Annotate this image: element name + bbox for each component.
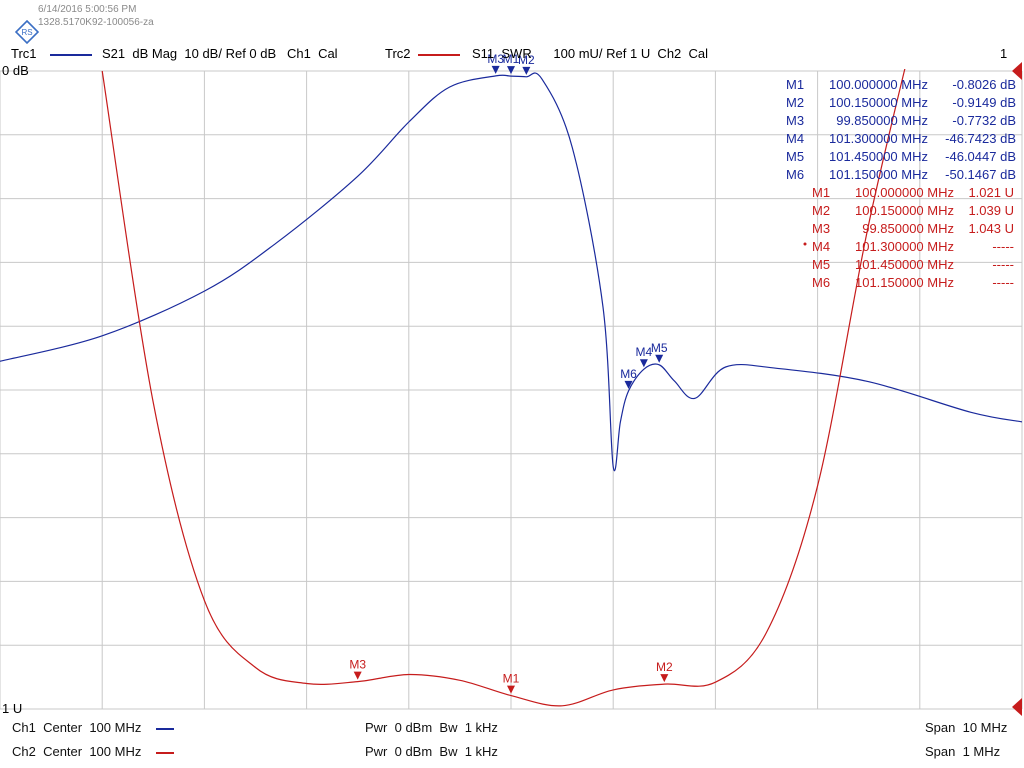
readout-marker-name: M2 [812,203,830,218]
readout-frequency: 100.150000 MHz [829,95,928,110]
readout-frequency: 101.450000 MHz [829,149,928,164]
readout-marker-name: M6 [786,167,804,182]
readout-frequency: 101.150000 MHz [829,167,928,182]
trace2-s11-line [101,69,906,707]
readout-marker-name: M2 [786,95,804,110]
readout-marker-name: M4 [786,131,804,146]
trace1-readout-m1: M1 100.000000 MHz -0.8026 dB [786,77,1016,92]
ch1-span[interactable]: Span 10 MHz [925,720,1008,735]
trace1-readout-m6: M6 101.150000 MHz -50.1467 dB [786,167,1016,182]
readout-value: ----- [992,239,1014,254]
trace1-readout-m5: M5 101.450000 MHz -46.0447 dB [786,149,1016,164]
ref-arrow-trc1 [1012,62,1022,80]
trace2-readout-m6: M6 101.150000 MHz ----- [812,275,1014,290]
active-marker-dot [803,242,807,246]
trace2-marker-m1 [507,685,515,694]
readout-frequency: 100.150000 MHz [855,203,954,218]
readout-marker-name: M1 [786,77,804,92]
trace2-readout-m4: M4 101.300000 MHz ----- [812,239,1014,254]
readout-marker-name: M6 [812,275,830,290]
readout-value: -0.9149 dB [952,95,1016,110]
ch2-power-bandwidth[interactable]: Pwr 0 dBm Bw 1 kHz [365,744,498,759]
ref-arrow-trc2 [1012,698,1022,716]
trace2-marker-m2 [660,674,669,683]
trace1-marker-m6 [624,380,633,389]
svg-text:RS: RS [21,28,32,37]
trace1-marker-label-m6: M6 [620,367,637,381]
readout-frequency: 101.300000 MHz [829,131,928,146]
readout-value: ----- [992,275,1014,290]
readout-frequency: 101.450000 MHz [855,257,954,272]
readout-value: 1.021 U [968,185,1014,200]
ch1-center[interactable]: Ch1 Center 100 MHz [12,720,142,735]
trace1-marker-label-m2: M2 [518,53,535,67]
timestamp: 6/14/2016 5:00:56 PM [38,4,137,15]
readout-value: ----- [992,257,1014,272]
trace1-readout-m2: M2 100.150000 MHz -0.9149 dB [786,95,1016,110]
trace1-marker-m1 [507,66,515,75]
readout-marker-name: M3 [812,221,830,236]
trace1-marker-m3 [491,65,500,74]
readout-value: 1.039 U [968,203,1014,218]
trace2-marker-m3 [353,671,362,680]
trace2-readout-m5: M5 101.450000 MHz ----- [812,257,1014,272]
readout-marker-name: M4 [812,239,830,254]
trace2-label[interactable]: Trc2 [385,46,411,61]
trace1-marker-m2 [522,66,531,75]
readout-frequency: 100.000000 MHz [855,185,954,200]
trace2-readout-m2: M2 100.150000 MHz 1.039 U [812,203,1014,218]
ch1-power-bandwidth[interactable]: Pwr 0 dBm Bw 1 kHz [365,720,498,735]
trace1-label[interactable]: Trc1 [11,46,37,61]
ref-level-trc2: 1 U [2,701,23,716]
readout-marker-name: M3 [786,113,804,128]
readout-value: -0.8026 dB [952,77,1016,92]
readout-frequency: 100.000000 MHz [829,77,928,92]
trace1-settings[interactable]: S21 dB Mag 10 dB/ Ref 0 dB Ch1 Cal [102,46,338,61]
trace1-marker-label-m3: M3 [487,52,504,66]
trace2-marker-label-m3: M3 [349,658,366,672]
trace1-readout-m3: M3 99.850000 MHz -0.7732 dB [786,113,1016,128]
readout-value: 1.043 U [968,221,1014,236]
trace1-marker-m5 [655,354,664,363]
trace2-marker-label-m2: M2 [656,660,673,674]
ch2-center[interactable]: Ch2 Center 100 MHz [12,744,142,759]
trace2-settings[interactable]: S11 SWR 100 mU/ Ref 1 U Ch2 Cal [472,46,709,61]
instrument-serial: 1328.5170K92-100056-za [38,17,154,28]
trace2-readout-m3: M3 99.850000 MHz 1.043 U [812,221,1014,236]
grid [0,70,1023,710]
trace2-readout-m1: M1 100.000000 MHz 1.021 U [812,185,1014,200]
readout-value: -50.1467 dB [945,167,1016,182]
readout-frequency: 99.850000 MHz [836,113,928,128]
ref-level-trc1: 0 dB [2,63,29,78]
readout-marker-name: M1 [812,185,830,200]
readout-frequency: 99.850000 MHz [862,221,954,236]
page-indicator: 1 [1000,46,1008,61]
rs-logo-icon: RS [6,2,40,45]
trace1-s21-line [0,72,1022,472]
ch2-span[interactable]: Span 1 MHz [925,744,1001,759]
trace1-marker-label-m4: M4 [636,345,653,359]
readout-value: -0.7732 dB [952,113,1016,128]
trace1-readout-m4: M4 101.300000 MHz -46.7423 dB [786,131,1016,146]
trace1-marker-label-m5: M5 [651,341,668,355]
readout-frequency: 101.300000 MHz [855,239,954,254]
trace1-marker-label-m1: M1 [503,52,520,66]
readout-value: -46.0447 dB [945,149,1016,164]
ch2-color-swatch [156,752,174,754]
trace1-color-swatch [50,54,92,56]
trace2-color-swatch [418,54,460,56]
marker-readout: M1 100.000000 MHz -0.8026 dB M2 100.150000 M… [786,77,1016,290]
trace1-marker-m4 [639,359,648,368]
readout-value: -46.7423 dB [945,131,1016,146]
trace2-marker-label-m1: M1 [503,672,520,686]
readout-frequency: 101.150000 MHz [855,275,954,290]
ch1-color-swatch [156,728,174,730]
readout-marker-name: M5 [786,149,804,164]
readout-marker-name: M5 [812,257,830,272]
